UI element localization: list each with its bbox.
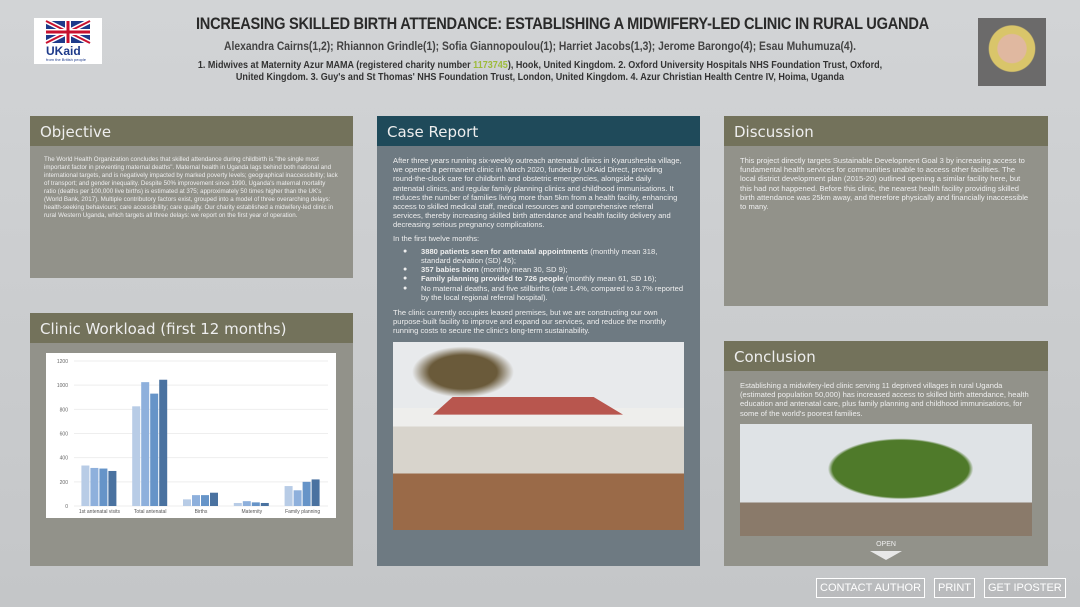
bullet: 3880 patients seen for antenatal appoint… (403, 247, 684, 265)
bar (159, 379, 168, 506)
bar (210, 492, 218, 506)
bar (183, 499, 191, 506)
objective-text: The World Health Organization concludes … (30, 146, 353, 278)
workload-title: Clinic Workload (first 12 months) (30, 313, 353, 343)
y-tick-label: 600 (60, 432, 69, 438)
bar (150, 393, 159, 506)
y-tick-label: 1200 (57, 359, 68, 365)
open-button[interactable]: OPEN (740, 540, 1032, 561)
y-tick-label: 200 (60, 480, 69, 486)
discussion-title: Discussion (724, 116, 1048, 146)
x-tick-label: Births (195, 509, 208, 515)
chevron-down-icon (870, 551, 902, 561)
x-tick-label: 1st antenatal visits (79, 509, 121, 515)
affil-text-2: ), Hook, United Kingdom. 2. Oxford Unive… (235, 59, 883, 83)
bar (251, 502, 260, 506)
bar (311, 479, 320, 506)
discussion-text: This project directly targets Sustainabl… (724, 146, 1048, 306)
clinic-photo (393, 341, 684, 530)
objective-title: Objective (30, 116, 353, 146)
y-tick-label: 800 (60, 407, 69, 413)
svg-text:from the British people: from the British people (46, 57, 87, 62)
x-tick-label: Total antenatal (134, 509, 167, 515)
author-photo (978, 18, 1046, 86)
case-bullets: 3880 patients seen for antenatal appoint… (403, 247, 684, 302)
poster-title: INCREASING SKILLED BIRTH ATTENDANCE: EST… (196, 14, 929, 33)
case-p1: After three years running six-weekly out… (393, 156, 682, 230)
bar (233, 502, 242, 506)
bar (132, 406, 141, 506)
print-button[interactable]: PRINT (934, 578, 975, 598)
bullet: No maternal deaths, and five stillbirths… (403, 284, 684, 302)
affil-text: 1. Midwives at Maternity Azur MAMA (regi… (197, 59, 474, 71)
y-tick-label: 0 (65, 504, 68, 510)
tree-photo (740, 423, 1032, 536)
case-p3: The clinic currently occupies leased pre… (393, 308, 667, 336)
charity-number-link[interactable]: 1173745 (473, 59, 508, 71)
case-report-panel[interactable]: Case Report After three years running si… (377, 116, 700, 566)
bar (242, 501, 251, 506)
bar (260, 502, 269, 506)
svg-text:UKaid: UKaid (46, 44, 81, 58)
bar (81, 465, 90, 506)
authors: Alexandra Cairns(1,2); Rhiannon Grindle(… (224, 39, 856, 53)
contact-author-button[interactable]: CONTACT AUTHOR (816, 578, 926, 598)
x-tick-label: Maternity (242, 509, 263, 515)
get-iposter-button[interactable]: GET IPOSTER (984, 578, 1066, 598)
discussion-panel[interactable]: Discussion This project directly targets… (724, 116, 1048, 306)
bar (302, 481, 311, 506)
case-p2: In the first twelve months: (393, 233, 480, 243)
conclusion-panel[interactable]: Conclusion Establishing a midwifery-led … (724, 341, 1048, 566)
bar (192, 495, 200, 506)
ukaid-logo: UKaid from the British people (34, 18, 102, 64)
bar (141, 382, 150, 506)
objective-panel[interactable]: Objective The World Health Organization … (30, 116, 353, 278)
bar (99, 468, 108, 506)
workload-panel[interactable]: Clinic Workload (first 12 months) 0 200 40… (30, 313, 353, 566)
bullet: Family planning provided to 726 people (… (403, 274, 684, 283)
bar (284, 486, 293, 506)
poster-header: INCREASING SKILLED BIRTH ATTENDANCE: EST… (140, 14, 940, 83)
case-report-title: Case Report (377, 116, 700, 146)
bar (108, 470, 117, 506)
conclusion-title: Conclusion (724, 341, 1048, 371)
workload-chart: 0 200 400 600 800 1000 1200 1st antenatal visit… (46, 353, 336, 518)
bullet: 357 babies born (monthly mean 30, SD 9); (403, 265, 684, 274)
y-tick-label: 400 (60, 456, 69, 462)
bar (201, 495, 209, 506)
x-tick-label: Family planning (285, 509, 320, 515)
y-tick-label: 1000 (57, 383, 68, 389)
affiliations: 1. Midwives at Maternity Azur MAMA (regi… (196, 59, 884, 83)
bar (293, 490, 302, 506)
conclusion-text: Establishing a midwifery-led clinic serv… (740, 381, 1029, 418)
bar (90, 467, 99, 506)
